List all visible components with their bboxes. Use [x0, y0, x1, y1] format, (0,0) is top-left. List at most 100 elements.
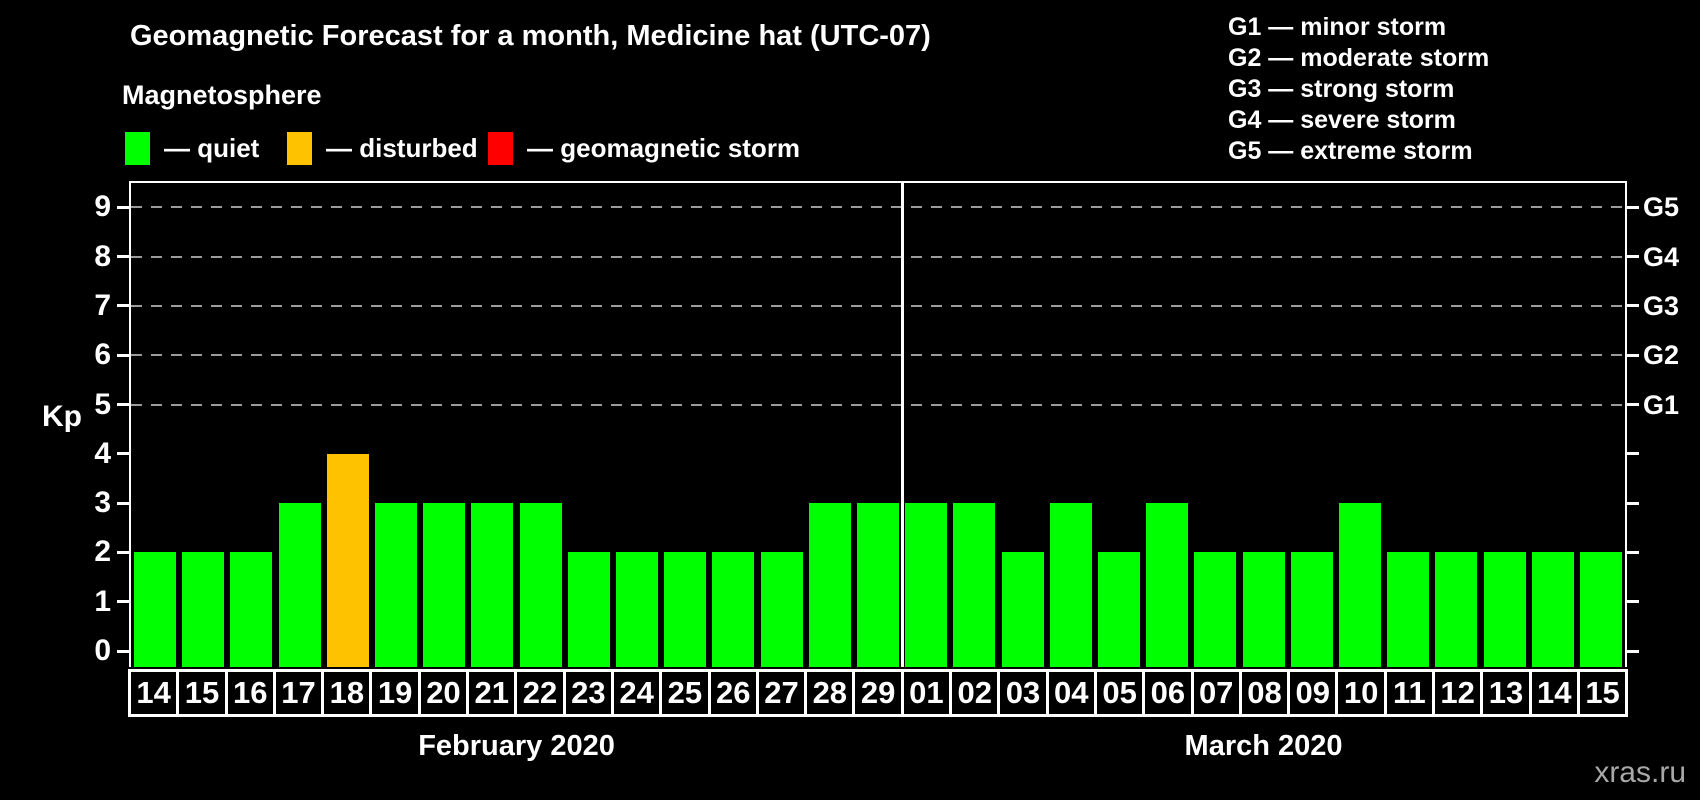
legend-item-quiet: — quiet	[125, 131, 259, 165]
gridline-kp7	[131, 304, 1625, 307]
g-legend-item-g1: G1 — minor storm	[1228, 13, 1447, 41]
y-tick-label-3: 3	[94, 486, 111, 520]
watermark: xras.ru	[1594, 756, 1686, 789]
kp-bar-15	[1579, 552, 1622, 667]
gridline-kp8	[131, 255, 1625, 258]
right-tick-8	[1627, 255, 1639, 259]
day-label-cell-26: 26	[710, 672, 759, 714]
gridline-kp9	[131, 206, 1625, 209]
right-tick-5	[1627, 403, 1639, 406]
y-tick-label-8: 8	[94, 239, 111, 273]
day-labels-row: 14 15 16 17 18 19 20 21 22 23 24 25 26 27 28 29 01 02 03 04…	[128, 669, 1628, 717]
legend-label-quiet: — quiet	[164, 132, 260, 163]
kp-bar-29	[857, 503, 899, 667]
y-tick-label-2: 2	[94, 535, 111, 569]
kp-bar-25	[664, 552, 707, 667]
y-tick-4	[117, 452, 129, 456]
day-label-cell-01: 01	[903, 672, 953, 714]
kp-bar-14	[134, 552, 177, 667]
y-tick-label-9: 9	[94, 190, 111, 224]
kp-bar-23	[567, 552, 610, 667]
day-label-cell-11: 11	[1386, 672, 1436, 714]
kp-bar-28	[808, 503, 851, 667]
kp-bar-15	[182, 552, 225, 667]
day-label-cell-28: 28	[807, 672, 856, 714]
y-tick-label-7: 7	[94, 288, 111, 322]
day-label-cell-19: 19	[372, 672, 421, 714]
legend-item-disturbed: — disturbed	[287, 131, 478, 165]
y-tick-1	[117, 600, 129, 604]
day-label-cell-29: 29	[855, 672, 904, 714]
g-level-label-g3: G3	[1643, 290, 1680, 321]
day-label-cell-21: 21	[469, 672, 518, 714]
day-label-cell-20: 20	[420, 672, 470, 714]
day-label-cell-14: 14	[1531, 672, 1580, 714]
g-level-label-g1: G1	[1643, 389, 1680, 420]
kp-bar-16	[230, 552, 273, 667]
day-label-cell-27: 27	[758, 672, 808, 714]
day-label-cell-13: 13	[1483, 672, 1532, 714]
kp-bar-12	[1435, 552, 1478, 667]
storm-swatch-icon	[488, 131, 513, 165]
day-label-cell-24: 24	[613, 672, 663, 714]
right-tick-1	[1627, 600, 1639, 604]
kp-bar-17	[278, 503, 321, 667]
kp-bar-07	[1194, 552, 1237, 667]
y-tick-8	[117, 255, 129, 259]
kp-bar-11	[1387, 552, 1430, 667]
y-tick-6	[117, 353, 129, 357]
kp-bar-10	[1338, 503, 1381, 667]
g-legend-item-g5: G5 — extreme storm	[1228, 137, 1473, 165]
legend-label-storm: — geomagnetic storm	[527, 132, 801, 163]
kp-bar-26	[712, 552, 755, 667]
kp-bar-05	[1097, 552, 1140, 667]
right-tick-9	[1627, 205, 1639, 209]
y-axis-right-spine	[1625, 181, 1627, 667]
kp-bar-03	[1001, 552, 1044, 667]
kp-bar-06	[1146, 503, 1189, 667]
kp-bar-19	[375, 503, 418, 667]
y-tick-5	[117, 403, 129, 406]
chart-title: Geomagnetic Forecast for a month, Medici…	[130, 20, 931, 52]
g-legend-item-g4: G4 — severe storm	[1228, 106, 1456, 134]
y-tick-0	[117, 649, 129, 653]
month-divider-line	[900, 183, 904, 667]
gridline-kp5	[131, 403, 1625, 406]
right-tick-6	[1627, 353, 1639, 357]
kp-bar-04	[1049, 503, 1092, 667]
day-label-cell-10: 10	[1338, 672, 1387, 714]
day-label-cell-05: 05	[1096, 672, 1146, 714]
kp-bar-18	[326, 453, 369, 667]
y-tick-9	[117, 205, 129, 209]
day-label-cell-17: 17	[275, 672, 325, 714]
day-label-cell-04: 04	[1048, 672, 1097, 714]
y-tick-7	[117, 304, 129, 308]
kp-axis-title: Kp	[42, 400, 82, 433]
month-label-march: March 2020	[1184, 730, 1343, 762]
day-label-cell-22: 22	[517, 672, 566, 714]
gridline-kp6	[131, 354, 1625, 357]
plot-area	[131, 183, 1625, 667]
kp-bar-08	[1242, 552, 1285, 667]
day-label-cell-16: 16	[227, 672, 276, 714]
kp-bar-01	[905, 503, 948, 667]
day-label-cell-03: 03	[1000, 672, 1049, 714]
kp-bar-21	[471, 503, 514, 667]
day-label-cell-14: 14	[131, 672, 180, 714]
legend-item-storm: — geomagnetic storm	[488, 131, 800, 165]
day-label-cell-02: 02	[952, 672, 1001, 714]
day-label-cell-25: 25	[662, 672, 711, 714]
y-tick-label-1: 1	[94, 584, 111, 618]
kp-bar-09	[1290, 552, 1333, 667]
right-tick-7	[1627, 304, 1639, 308]
kp-bar-20	[423, 503, 466, 667]
day-label-cell-08: 08	[1241, 672, 1291, 714]
right-tick-0	[1627, 649, 1639, 653]
day-label-cell-15: 15	[179, 672, 228, 714]
legend-label-disturbed: — disturbed	[326, 132, 478, 163]
kp-bar-22	[519, 503, 562, 667]
g-legend-item-g3: G3 — strong storm	[1228, 75, 1455, 103]
day-label-cell-23: 23	[565, 672, 614, 714]
disturbed-swatch-icon	[287, 131, 312, 165]
right-tick-4	[1627, 452, 1639, 456]
